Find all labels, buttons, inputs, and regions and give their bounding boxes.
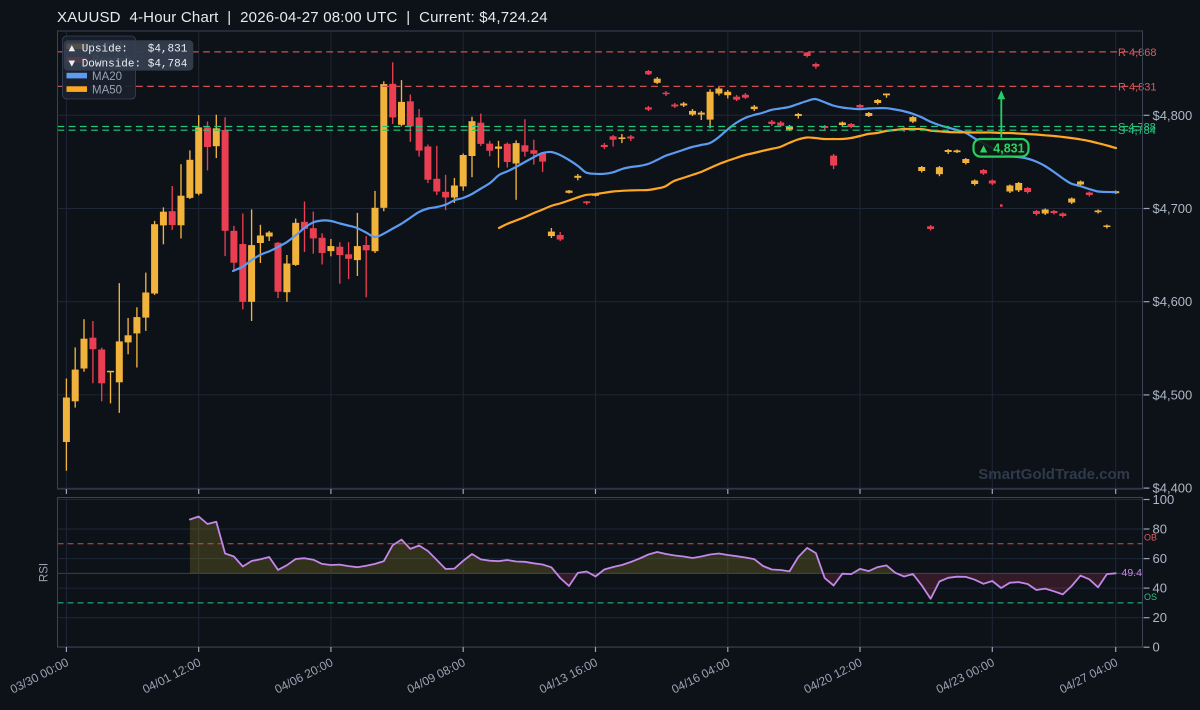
svg-text:R 4,831: R 4,831 <box>1118 81 1157 93</box>
svg-text:▼ Downside: $4,784: ▼ Downside: $4,784 <box>69 59 188 71</box>
svg-text:49.4: 49.4 <box>1122 567 1143 579</box>
svg-text:MA20: MA20 <box>92 71 122 83</box>
svg-text:MA50: MA50 <box>92 85 122 97</box>
svg-text:100: 100 <box>1153 492 1175 507</box>
svg-text:R 4,868: R 4,868 <box>1118 47 1157 59</box>
svg-text:60: 60 <box>1153 551 1167 566</box>
svg-text:OS: OS <box>1144 592 1157 602</box>
svg-text:SmartGoldTrade.com: SmartGoldTrade.com <box>978 466 1130 483</box>
svg-text:OB: OB <box>1144 533 1157 543</box>
svg-text:▲ Upside: $4,831: ▲ Upside: $4,831 <box>69 44 188 56</box>
svg-text:40: 40 <box>1153 581 1167 596</box>
svg-text:RSI: RSI <box>39 563 51 582</box>
svg-text:$4,500: $4,500 <box>1153 387 1193 402</box>
svg-text:20: 20 <box>1153 610 1167 625</box>
svg-text:0: 0 <box>1153 640 1160 655</box>
svg-text:$4,600: $4,600 <box>1153 294 1193 309</box>
svg-text:Bearish: Bearish <box>92 55 131 67</box>
svg-text:80: 80 <box>1153 522 1167 537</box>
svg-text:$4,800: $4,800 <box>1153 108 1193 123</box>
svg-text:▲ 4,831: ▲ 4,831 <box>977 142 1024 156</box>
svg-text:Bullish: Bullish <box>92 42 126 54</box>
svg-text:$4,400: $4,400 <box>1153 481 1193 496</box>
svg-text:S 4,784: S 4,784 <box>1118 125 1156 137</box>
svg-text:XAUUSD 4-Hour Chart | 2026-: XAUUSD 4-Hour Chart | 2026-04-27 08:00 U… <box>57 9 548 26</box>
svg-text:$4,700: $4,700 <box>1153 201 1193 216</box>
